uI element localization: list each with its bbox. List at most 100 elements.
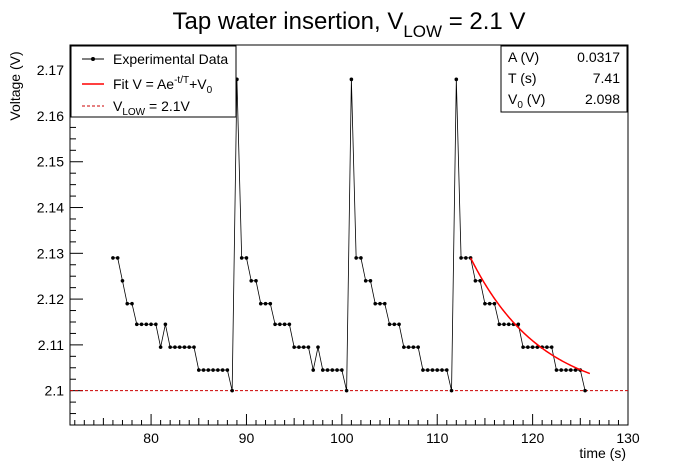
stat-value-t: 7.41 [593,70,620,86]
data-point [125,301,130,306]
data-point [568,368,573,372]
data-point [258,301,263,306]
stat-label-t: T (s) [508,70,537,86]
data-point [316,345,320,349]
data-point [268,301,273,306]
data-point [559,368,564,372]
stat-label-v0: V0 (V) [508,91,545,111]
legend-data-marker [91,57,95,61]
data-point [263,301,268,306]
stat-value-v0: 2.098 [585,91,620,107]
data-point [282,322,287,327]
legend-box [70,45,237,118]
data-point [173,345,177,349]
data-point [487,301,492,306]
data-point [483,301,487,306]
data-point [230,388,234,393]
y-tick-label: 2.11 [38,337,64,353]
data-point [149,322,153,327]
x-tick-label: 80 [143,430,159,446]
data-point [392,322,397,327]
data-point [363,278,368,283]
y-tick-label: 2.15 [37,154,64,170]
data-point [216,368,220,372]
data-point [349,77,354,82]
data-point [139,322,144,327]
x-tick-label: 100 [330,430,354,446]
data-point [335,368,339,372]
data-point [459,256,463,260]
data-point [177,345,182,349]
data-point [144,322,149,327]
data-point [211,368,215,372]
stat-label-a: A (V) [508,49,539,65]
data-point [320,368,325,372]
data-point [220,368,225,372]
y-tick-label: 2.13 [37,245,64,261]
data-point [292,345,296,349]
data-point [382,301,387,306]
plot-frame [69,44,629,426]
data-point [306,345,311,349]
chart-title: Tap water insertion, VLOW = 2.1 V [173,8,526,41]
data-point [526,345,530,349]
data-point [454,77,459,82]
x-tick-label: 130 [616,430,640,446]
data-point [402,345,406,349]
data-point [134,322,139,327]
data-point [425,368,430,372]
data-point [201,368,206,372]
fit-curve-series [469,257,591,375]
data-point [273,322,277,327]
x-axis-label: time (s) [579,445,626,461]
fit-curve [469,257,591,375]
legend-entry-data: Experimental Data [113,51,228,67]
legend: Experimental Data Fit V = Ae-t/T+V0 VLOW… [70,45,237,118]
data-point [325,368,330,372]
data-point [287,322,292,327]
data-point [444,368,449,372]
data-point [311,368,316,372]
data-point [549,345,554,349]
data-point [378,301,382,306]
stats-box-frame [500,45,628,113]
x-tick-label: 120 [521,430,545,446]
data-point [387,322,392,327]
data-point [344,388,349,393]
experimental-data-series [111,77,587,393]
data-point [196,368,201,372]
data-point [111,256,115,260]
y-axis-label: Voltage (V) [7,51,23,120]
data-point [521,345,525,349]
legend-entry-fit: Fit V = Ae-t/T+V0 [113,75,213,96]
data-point [254,278,258,283]
data-point [249,278,254,283]
data-point [435,368,440,372]
data-point [530,345,535,349]
data-point [158,345,163,349]
data-point [115,256,120,260]
data-point [564,368,568,372]
x-tick-label: 110 [426,430,449,446]
data-point [440,368,444,372]
data-point [492,301,497,306]
data-point [464,256,468,260]
data-point [168,345,172,349]
data-point [554,368,559,372]
data-line [112,79,586,391]
axes: 80 90 100 110 120 130 2.1 2.11 2.12 2.13 2.14 2.15 2… [37,46,640,446]
data-point [239,256,244,260]
stat-value-a: 0.0317 [577,49,620,65]
data-point [497,322,502,327]
data-point [430,368,435,372]
y-tick-label: 2.17 [37,62,64,78]
data-point [340,368,344,372]
data-point [154,322,158,327]
data-point [583,388,587,393]
data-point [416,345,420,349]
data-point [473,278,478,283]
data-point [573,368,578,372]
data-point [182,345,187,349]
data-point [373,301,378,306]
